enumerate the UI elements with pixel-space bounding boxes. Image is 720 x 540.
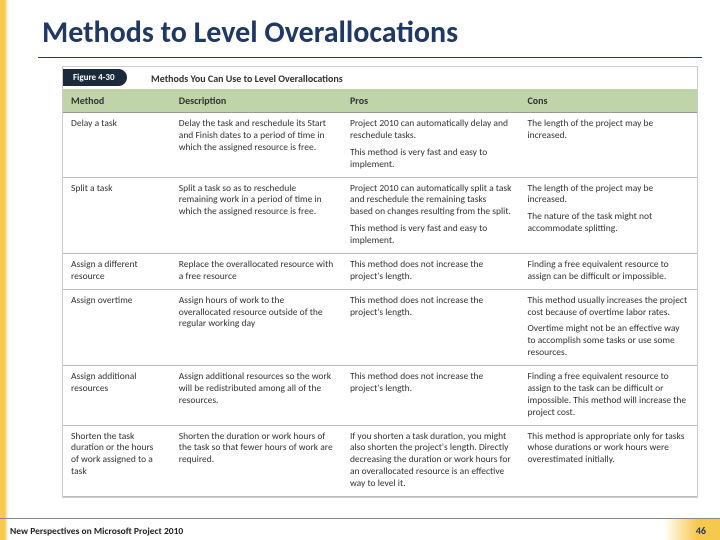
method-cell: Split a task — [63, 177, 171, 253]
cell-paragraph: Assign additional resources so the work … — [179, 371, 334, 407]
table-row: Assign a different resource Replace the o… — [63, 253, 697, 289]
footer-accent — [664, 518, 720, 540]
cell-paragraph: This method is appropriate only for task… — [527, 431, 689, 467]
title-divider — [38, 57, 702, 58]
cell-paragraph: Shorten the task duration or the hours o… — [71, 431, 163, 479]
footer-text: New Perspectives on Microsoft Project 20… — [10, 525, 183, 537]
method-cell: Assign additional resources — [63, 366, 171, 426]
figure-caption-text: Methods You Can Use to Level Overallocat… — [151, 72, 343, 85]
cell-paragraph: Split a task so as to reschedule remaini… — [179, 183, 334, 219]
cell-paragraph: The length of the project may be increas… — [527, 183, 689, 207]
cell-paragraph: Finding a free equivalent resource to as… — [527, 259, 689, 283]
table-row: Delay a task Delay the task and reschedul… — [63, 113, 697, 178]
pros-cell: This method does not increase the projec… — [342, 289, 520, 365]
cons-cell: This method is appropriate only for task… — [519, 425, 697, 496]
description-cell: Split a task so as to reschedule remaini… — [171, 177, 342, 253]
cell-paragraph: Project 2010 can automatically split a t… — [350, 183, 512, 219]
col-header-description: Description — [171, 89, 342, 113]
col-header-pros: Pros — [342, 89, 520, 113]
description-cell: Shorten the duration or work hours of th… — [171, 425, 342, 496]
cons-cell: Finding a free equivalent resource to as… — [519, 366, 697, 426]
pros-cell: This method does not increase the projec… — [342, 366, 520, 426]
description-cell: Assign hours of work to the overallocate… — [171, 289, 342, 365]
cell-paragraph: This method is very fast and easy to imp… — [350, 147, 512, 171]
methods-table: Method Description Pros Cons Delay a tas… — [63, 89, 697, 497]
cell-paragraph: Assign hours of work to the overallocate… — [179, 295, 334, 331]
cell-paragraph: This method does not increase the projec… — [350, 259, 512, 283]
col-header-method: Method — [63, 89, 171, 113]
cell-paragraph: This method does not increase the projec… — [350, 371, 512, 395]
cons-cell: Finding a free equivalent resource to as… — [519, 253, 697, 289]
pros-cell: Project 2010 can automatically split a t… — [342, 177, 520, 253]
figure-caption-bar: Figure 4-30 Methods You Can Use to Level… — [63, 67, 697, 89]
description-cell: Replace the overallocated resource with … — [171, 253, 342, 289]
pros-cell: If you shorten a task duration, you migh… — [342, 425, 520, 496]
cell-paragraph: This method does not increase the projec… — [350, 295, 512, 319]
description-cell: Assign additional resources so the work … — [171, 366, 342, 426]
method-cell: Delay a task — [63, 113, 171, 178]
page-number: 46 — [696, 524, 706, 537]
cell-paragraph: Delay the task and reschedule its Start … — [179, 118, 334, 154]
pros-cell: This method does not increase the projec… — [342, 253, 520, 289]
cell-paragraph: Assign a different resource — [71, 259, 163, 283]
pros-cell: Project 2010 can automatically delay and… — [342, 113, 520, 178]
figure-container: Figure 4-30 Methods You Can Use to Level… — [62, 66, 698, 498]
cell-paragraph: The nature of the task might not accommo… — [527, 211, 689, 235]
table-row: Split a task Split a task so as to resche… — [63, 177, 697, 253]
cell-paragraph: Assign overtime — [71, 295, 163, 307]
table-row: Shorten the task duration or the hours o… — [63, 425, 697, 496]
method-cell: Shorten the task duration or the hours o… — [63, 425, 171, 496]
cons-cell: The length of the project may be increas… — [519, 113, 697, 178]
cell-paragraph: Project 2010 can automatically delay and… — [350, 118, 512, 142]
cell-paragraph: This method usually increases the projec… — [527, 295, 689, 319]
cell-paragraph: Replace the overallocated resource with … — [179, 259, 334, 283]
cell-paragraph: Delay a task — [71, 118, 163, 130]
method-cell: Assign a different resource — [63, 253, 171, 289]
cons-cell: The length of the project may be increas… — [519, 177, 697, 253]
cell-paragraph: Split a task — [71, 183, 163, 195]
cell-paragraph: Finding a free equivalent resource to as… — [527, 371, 689, 419]
table-header-row: Method Description Pros Cons — [63, 89, 697, 113]
method-cell: Assign overtime — [63, 289, 171, 365]
cell-paragraph: Overtime might not be an effective way t… — [527, 323, 689, 359]
description-cell: Delay the task and reschedule its Start … — [171, 113, 342, 178]
slide-footer: New Perspectives on Microsoft Project 20… — [0, 518, 720, 540]
figure-label-tab: Figure 4-30 — [63, 69, 127, 86]
col-header-cons: Cons — [519, 89, 697, 113]
table-row: Assign overtime Assign hours of work to t… — [63, 289, 697, 365]
cell-paragraph: The length of the project may be increas… — [527, 118, 689, 142]
left-accent-bar — [0, 0, 8, 540]
cons-cell: This method usually increases the projec… — [519, 289, 697, 365]
slide-title: Methods to Level Overallocations — [0, 0, 720, 57]
cell-paragraph: Shorten the duration or work hours of th… — [179, 431, 334, 467]
cell-paragraph: If you shorten a task duration, you migh… — [350, 431, 512, 490]
cell-paragraph: Assign additional resources — [71, 371, 163, 395]
cell-paragraph: This method is very fast and easy to imp… — [350, 223, 512, 247]
table-row: Assign additional resources Assign additi… — [63, 366, 697, 426]
